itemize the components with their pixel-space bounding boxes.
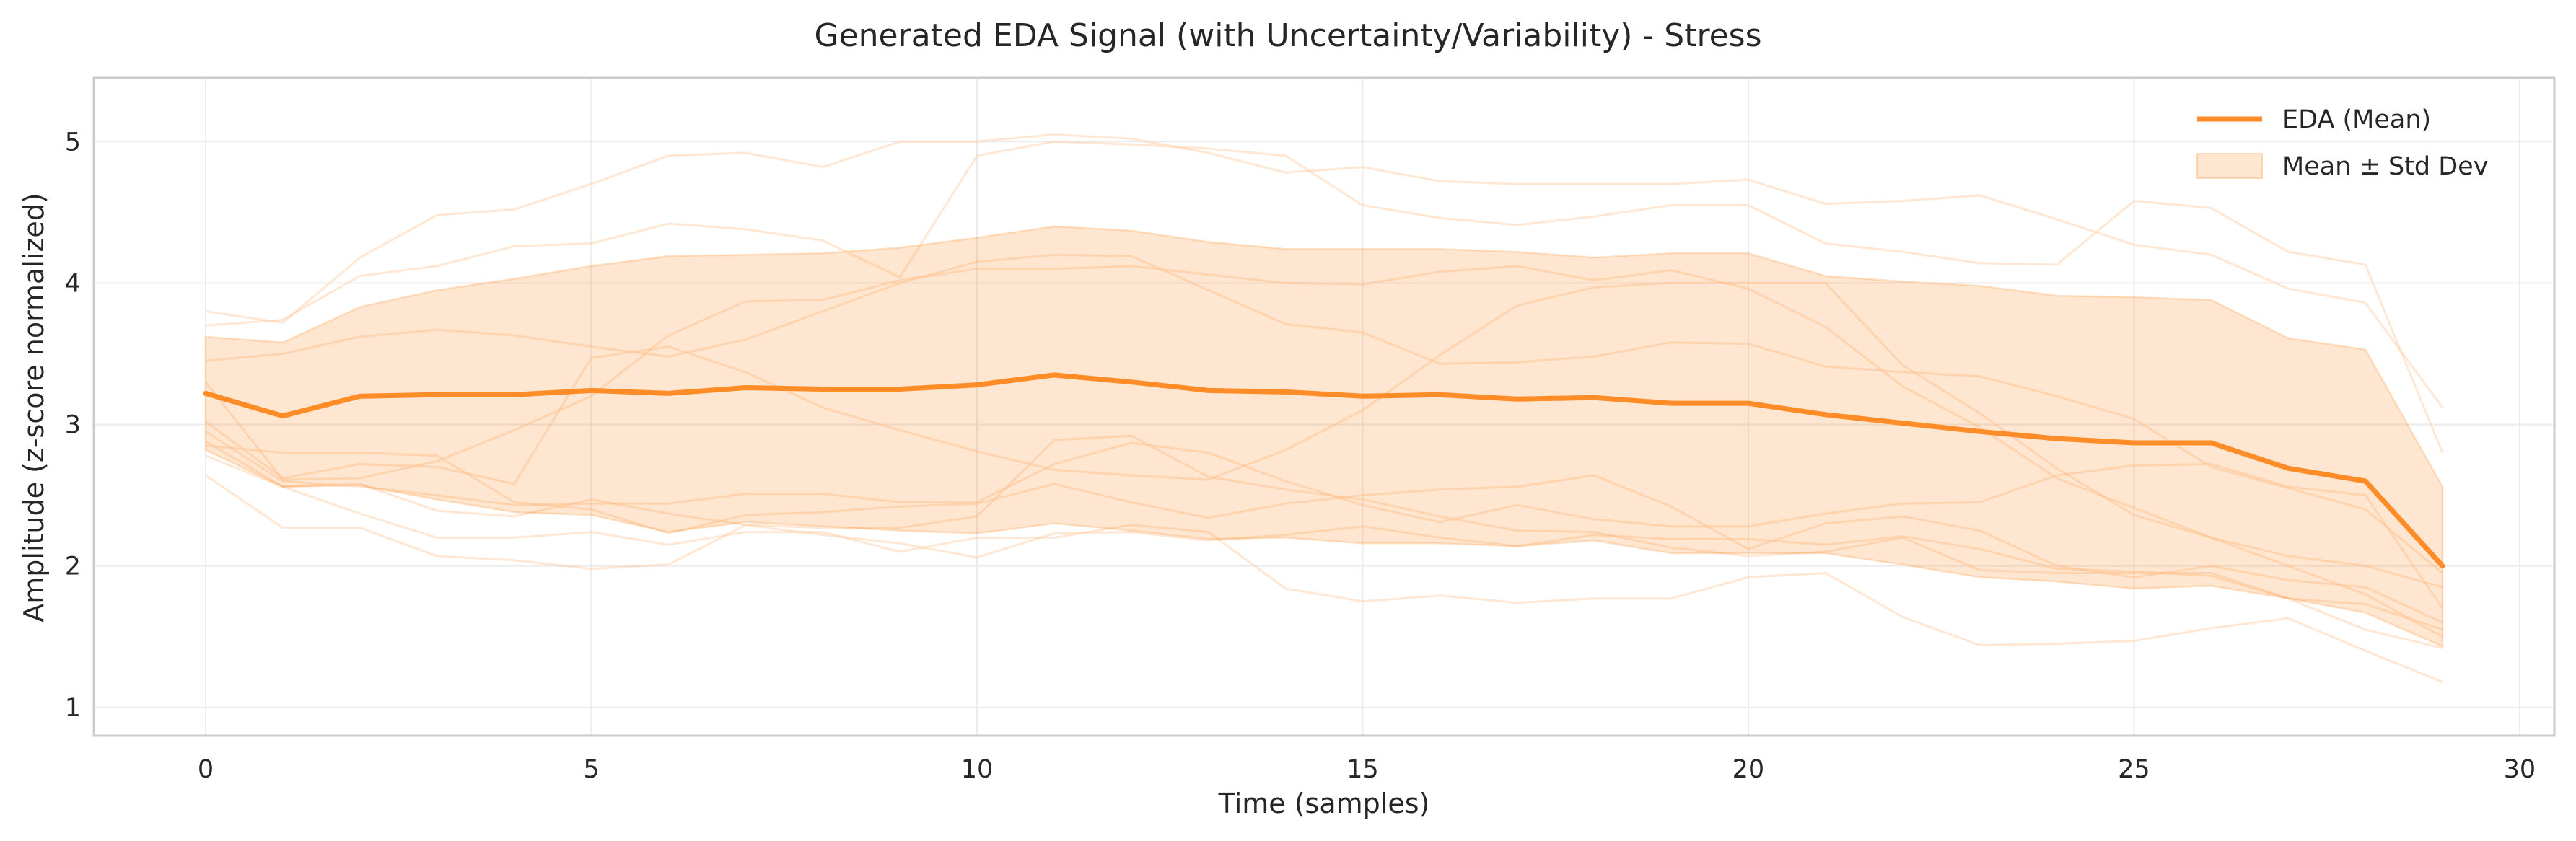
sample-trace-9: [205, 474, 2443, 649]
sample-trace-7: [205, 434, 2443, 631]
mean-line: [203, 372, 2445, 569]
x-tick-label-3: 15: [1346, 755, 1379, 784]
x-axis-label: Time (samples): [1218, 788, 1430, 819]
y-axis-label: Amplitude (z-score normalized): [18, 193, 50, 622]
x-tick-label-1: 5: [583, 755, 599, 784]
legend-band-swatch: [2196, 153, 2263, 179]
x-tick-label-4: 20: [1732, 755, 1765, 784]
legend-band-label: Mean ± Std Dev: [2282, 152, 2488, 181]
sample-trace-0: [205, 133, 2444, 408]
x-tick-label-2: 10: [961, 755, 994, 784]
x-tick-label-6: 30: [2504, 755, 2536, 784]
legend: EDA (Mean) Mean ± Std Dev: [2196, 105, 2488, 181]
sample-trace-2: [205, 253, 2443, 574]
y-tick-label-0: 1: [65, 694, 81, 723]
y-tick-label-3: 4: [65, 269, 81, 298]
sample-trace-3: [204, 265, 2443, 589]
y-tick-label-2: 3: [65, 411, 81, 440]
x-tick-label-5: 25: [2118, 755, 2150, 784]
plot-frame: [92, 76, 2556, 737]
x-tick-label-0: 0: [198, 755, 214, 784]
sample-trace-5: [205, 431, 2444, 609]
legend-mean-label: EDA (Mean): [2282, 105, 2431, 134]
sample-trace-1: [205, 140, 2444, 454]
sample-trace-8: [205, 454, 2443, 683]
y-tick-label-1: 2: [65, 552, 81, 581]
sample-trace-4: [205, 281, 2443, 638]
sample-trace-6: [205, 444, 2443, 624]
y-tick-label-4: 5: [65, 128, 81, 157]
chart-title: Generated EDA Signal (with Uncertainty/V…: [815, 17, 1762, 54]
std-dev-band: [204, 225, 2444, 648]
